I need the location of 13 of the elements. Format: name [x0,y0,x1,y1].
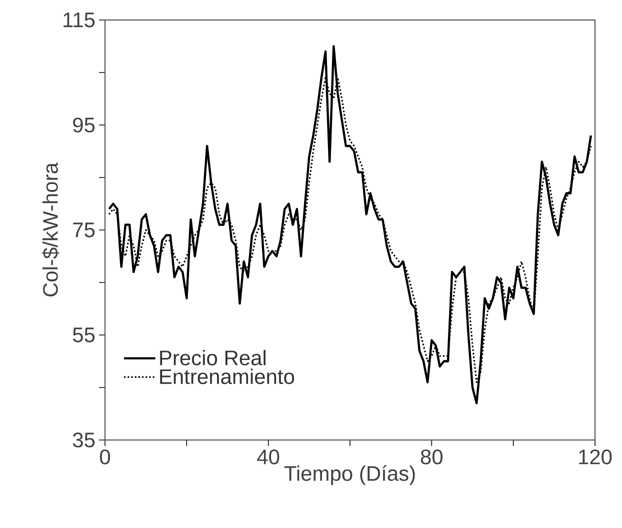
legend-label: Entrenamiento [160,368,294,384]
y-tick-label: 35 [72,432,95,448]
y-axis-title: Col-$/kW-hora [42,162,60,296]
y-tick-label: 95 [73,118,95,132]
y-tick-label: 55 [72,328,95,342]
x-tick-label: 0 [100,450,110,464]
x-tick-label: 120 [579,450,612,464]
x-tick-label: 40 [257,450,280,464]
y-tick-label: 115 [64,12,95,28]
x-tick-label: 80 [420,450,443,464]
legend-label: Precio Real [160,350,266,366]
x-axis-title: Tiempo (Días) [284,465,415,486]
y-tick-label: 75 [73,222,95,238]
